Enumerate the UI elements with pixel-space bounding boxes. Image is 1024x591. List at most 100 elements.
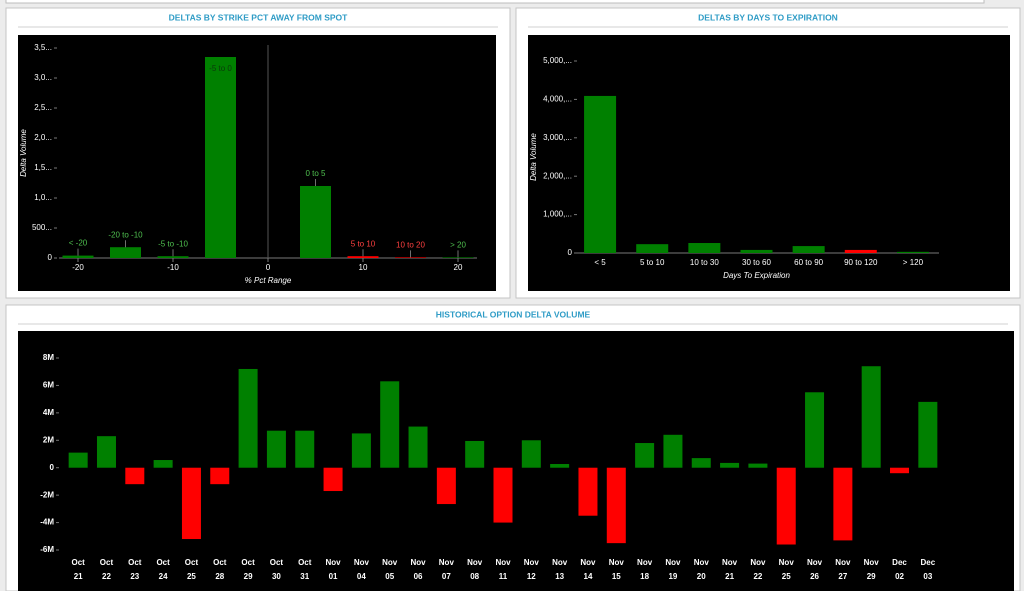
x-tick-label-line: Oct xyxy=(100,558,114,567)
x-tick-label: Nov 25 xyxy=(779,558,795,581)
x-tick-label: Oct 29 xyxy=(241,558,255,581)
x-tick-label-line: 22 xyxy=(102,572,111,581)
x-tick-label: > 120 xyxy=(903,258,924,267)
x-tick-label-line: 01 xyxy=(329,572,338,581)
x-tick-label-line: 24 xyxy=(159,572,168,581)
x-tick-label: Nov 12 xyxy=(524,558,540,581)
bar xyxy=(436,467,456,505)
x-tick-label: < 5 xyxy=(594,258,606,267)
x-tick-label-line: Oct xyxy=(128,558,142,567)
x-tick-label-line: Nov xyxy=(665,558,681,567)
x-tick-label: Oct 21 xyxy=(71,558,85,581)
x-tick-label-line: 12 xyxy=(527,572,536,581)
x-tick-label: Nov 20 xyxy=(694,558,710,581)
bar xyxy=(465,440,485,468)
x-tick-label-line: 26 xyxy=(810,572,819,581)
x-tick-label: 5 to 10 xyxy=(640,258,665,267)
bar xyxy=(300,186,331,258)
x-tick-label-line: 31 xyxy=(300,572,309,581)
y-tick-label: -4M xyxy=(40,518,54,527)
x-tick-label: Nov 07 xyxy=(439,558,455,581)
x-tick-label-line: Nov xyxy=(524,558,540,567)
x-tick-label: 90 to 120 xyxy=(844,258,878,267)
bar xyxy=(918,401,938,468)
x-axis-title: % Pct Range xyxy=(245,276,292,285)
x-tick-label: Oct 24 xyxy=(156,558,170,581)
bar xyxy=(776,467,796,545)
x-tick-label: 0 xyxy=(266,263,271,272)
x-tick-label-line: Dec xyxy=(892,558,907,567)
x-tick-label-line: 15 xyxy=(612,572,621,581)
x-tick-label-line: 18 xyxy=(640,572,649,581)
bar xyxy=(861,366,881,468)
bar-label: -5 to 0 xyxy=(209,64,232,73)
x-tick-label-line: Nov xyxy=(552,558,568,567)
bar xyxy=(323,467,343,492)
x-tick-label: -20 xyxy=(72,263,84,272)
y-tick-label: 2,000,... xyxy=(543,171,572,180)
x-tick-label-line: Dec xyxy=(920,558,935,567)
bar-label: -20 to -10 xyxy=(108,230,143,239)
x-tick-label-line: 29 xyxy=(244,572,253,581)
x-tick-label: Oct 22 xyxy=(100,558,114,581)
bar xyxy=(153,460,173,468)
x-tick-label-line: 11 xyxy=(499,572,508,581)
bar-label: -5 to -10 xyxy=(158,239,188,248)
bar xyxy=(68,452,88,468)
bar xyxy=(62,255,94,258)
x-tick-label-line: Nov xyxy=(467,558,483,567)
x-tick-label: -10 xyxy=(167,263,179,272)
bar xyxy=(636,244,669,253)
bar xyxy=(210,467,230,485)
y-tick-label: -2M xyxy=(40,490,54,499)
top-panel-edge xyxy=(5,0,985,4)
y-tick-label: 2,5... xyxy=(34,103,52,112)
x-tick-label: Nov 29 xyxy=(864,558,880,581)
x-tick-label: Nov 04 xyxy=(354,558,370,581)
bar xyxy=(663,434,683,468)
x-tick-label-line: 25 xyxy=(187,572,196,581)
x-tick-label-line: Nov xyxy=(382,558,398,567)
bar-label: > 20 xyxy=(450,241,466,250)
bar xyxy=(635,443,655,468)
bar xyxy=(890,467,910,474)
bar xyxy=(347,256,379,258)
x-tick-label-line: 30 xyxy=(272,572,281,581)
x-tick-label-line: 23 xyxy=(130,572,139,581)
bar xyxy=(691,458,711,468)
x-tick-label: Nov 27 xyxy=(835,558,851,581)
x-tick-label-line: 03 xyxy=(923,572,932,581)
x-tick-label: Nov 01 xyxy=(326,558,342,581)
x-tick-label: 10 xyxy=(359,263,368,272)
x-tick-label-line: 29 xyxy=(867,572,876,581)
plot-area xyxy=(18,35,496,291)
bar-label: 10 to 20 xyxy=(396,241,425,250)
x-tick-label: Nov 06 xyxy=(410,558,426,581)
x-tick-label-line: 06 xyxy=(414,572,423,581)
bar xyxy=(408,426,428,468)
x-tick-label: Oct 30 xyxy=(270,558,284,581)
bar xyxy=(442,257,474,258)
bar xyxy=(395,257,426,258)
x-tick-label-line: Nov xyxy=(864,558,880,567)
x-tick-label: Nov 13 xyxy=(552,558,568,581)
x-tick-label: Nov 15 xyxy=(609,558,625,581)
x-tick-label-line: 07 xyxy=(442,572,451,581)
x-tick-label: Dec 03 xyxy=(920,558,935,581)
bar xyxy=(578,467,598,516)
y-tick-label: 4,000,... xyxy=(543,95,572,104)
y-tick-label: 1,0... xyxy=(34,193,52,202)
x-tick-label-line: Nov xyxy=(694,558,710,567)
bar xyxy=(295,430,315,468)
x-tick-label-line: Nov xyxy=(779,558,795,567)
x-axis-title: Days To Expiration xyxy=(723,271,790,280)
x-tick-label: 60 to 90 xyxy=(794,258,823,267)
y-tick-label: 5,000,... xyxy=(543,56,572,65)
bar xyxy=(584,95,617,253)
y-tick-label: 3,5... xyxy=(34,43,52,52)
x-tick-label-line: Nov xyxy=(722,558,738,567)
bar xyxy=(157,256,189,258)
x-tick-label: Nov 11 xyxy=(495,558,511,581)
x-tick-label-line: 21 xyxy=(74,572,83,581)
bar xyxy=(266,430,286,468)
